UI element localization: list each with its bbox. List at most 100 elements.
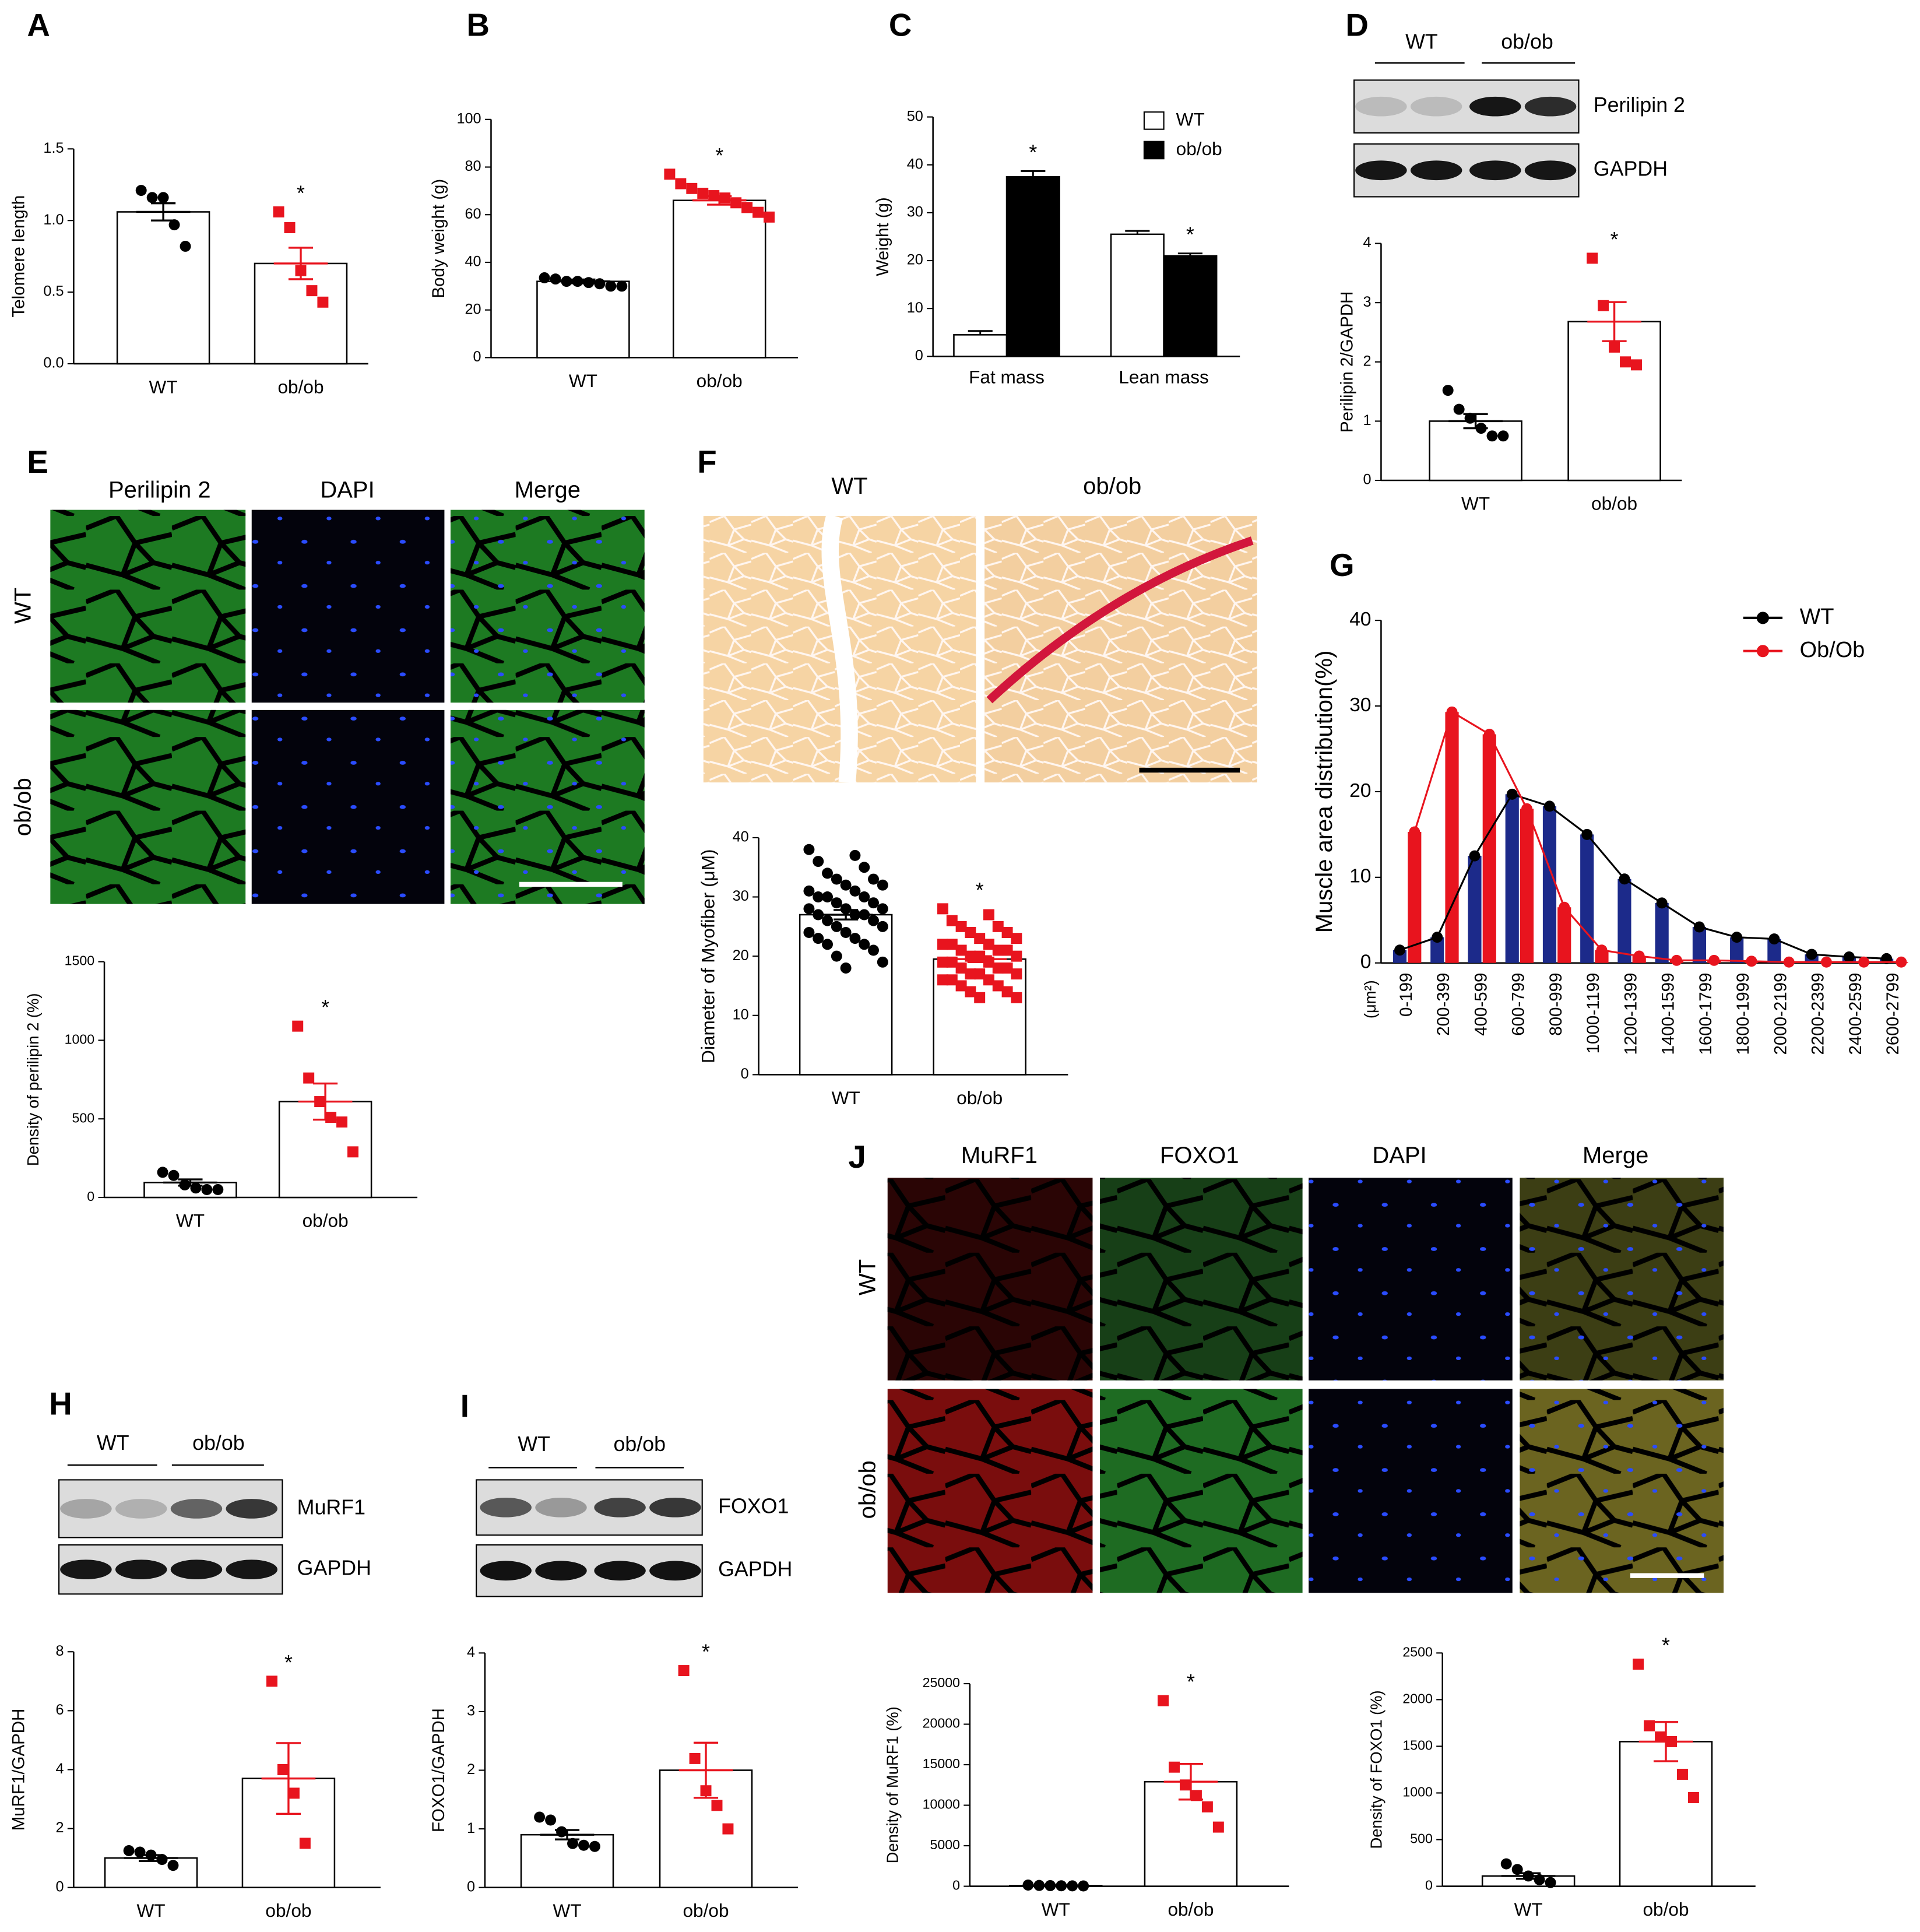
legend-label: WT	[1176, 108, 1205, 129]
data-point	[605, 280, 617, 292]
blot-group-label: ob/ob	[614, 1432, 666, 1456]
x-tick-label: Lean mass	[1119, 367, 1208, 388]
data-point	[992, 962, 1004, 974]
x-tick-label: WT	[1042, 1899, 1070, 1920]
data-point	[859, 891, 870, 903]
image-column-label: FOXO1	[1160, 1143, 1239, 1168]
image-column-label: Perilipin 2	[108, 477, 211, 503]
x-tick-label: 1600-1799	[1696, 973, 1715, 1055]
significance-mark: *	[1610, 228, 1619, 251]
y-axis-label: Perilipin 2/GAPDH	[1337, 291, 1356, 433]
legend-label: Ob/Ob	[1800, 638, 1865, 662]
y-tick-label: 0.5	[43, 283, 64, 300]
panel-letter: B	[466, 6, 490, 43]
bar	[1005, 176, 1060, 357]
error-bar	[136, 202, 191, 222]
error-bar	[1163, 1762, 1218, 1801]
x-tick-label: WT	[137, 1900, 166, 1921]
data-point	[849, 849, 861, 861]
y-tick-label: 1000	[65, 1032, 95, 1047]
line-point	[1708, 954, 1720, 966]
bar	[1557, 907, 1571, 963]
image-column-label: DAPI	[320, 477, 374, 503]
line-point	[1483, 729, 1495, 740]
error-bar	[692, 195, 747, 206]
y-tick-label: 10	[907, 300, 923, 316]
blot-band	[480, 1497, 532, 1518]
data-point	[849, 885, 861, 897]
data-point	[168, 1169, 180, 1181]
histology-gap	[821, 513, 858, 784]
data-point	[813, 891, 824, 903]
line-point	[1596, 944, 1608, 956]
data-point	[1545, 1877, 1556, 1888]
data-point	[937, 974, 948, 986]
y-tick-label: 30	[907, 204, 923, 220]
data-point	[974, 992, 986, 1003]
panel-letter: E	[27, 444, 48, 480]
y-tick-label: 0.0	[43, 355, 64, 371]
line-point	[1446, 706, 1458, 718]
x-tick-label: ob/ob	[1643, 1899, 1689, 1920]
y-tick-label: 0	[952, 1878, 960, 1893]
blot-band	[535, 1561, 587, 1581]
blot-band	[1410, 160, 1462, 181]
data-point	[135, 185, 147, 196]
micrograph-overlay	[450, 709, 645, 904]
bar	[1163, 255, 1218, 357]
data-point	[1001, 944, 1013, 956]
data-point	[1078, 1880, 1089, 1892]
data-point	[306, 285, 318, 297]
data-point	[868, 944, 879, 956]
x-tick-label: WT	[176, 1210, 205, 1231]
bar	[672, 199, 766, 359]
data-point	[822, 891, 834, 903]
blot-band	[649, 1497, 701, 1518]
data-point	[288, 1787, 300, 1799]
data-point	[1633, 1659, 1644, 1670]
data-point	[752, 206, 764, 218]
line-point	[1506, 788, 1518, 800]
panel-letter: I	[460, 1388, 469, 1424]
data-point	[840, 879, 852, 891]
data-point	[965, 968, 976, 980]
bar	[1482, 734, 1496, 963]
line-point	[1633, 950, 1645, 962]
data-point	[711, 1800, 723, 1811]
blot-band	[535, 1497, 587, 1518]
line-point	[1783, 956, 1795, 968]
bar	[1430, 937, 1444, 963]
bar	[520, 1833, 614, 1888]
data-point	[675, 178, 687, 189]
x-tick-label: WT	[553, 1900, 581, 1921]
data-point	[813, 856, 824, 867]
y-tick-label: 1	[1363, 412, 1371, 428]
data-point	[697, 188, 709, 199]
data-point	[992, 921, 1004, 932]
y-tick-label: 80	[465, 158, 481, 174]
micrograph-overlay	[1520, 1389, 1724, 1593]
y-tick-label: 1500	[1402, 1738, 1433, 1753]
y-tick-label: 0	[1363, 472, 1371, 488]
micrograph-texture	[887, 1389, 1093, 1593]
data-point	[983, 939, 994, 950]
x-tick-label: ob/ob	[303, 1210, 349, 1231]
data-point	[983, 909, 994, 921]
x-tick-label: 2000-2199	[1771, 973, 1790, 1055]
y-tick-label: 2	[1363, 353, 1371, 369]
data-point	[937, 903, 948, 915]
data-point	[877, 903, 888, 915]
data-point	[578, 1839, 589, 1851]
blot-band	[594, 1497, 646, 1518]
x-tick-label: 800-999	[1546, 973, 1566, 1036]
data-point	[190, 1182, 202, 1194]
data-point	[157, 192, 169, 203]
data-point	[277, 1764, 289, 1775]
y-axis-label: MuRF1/GAPDH	[9, 1709, 28, 1831]
data-point	[266, 1675, 277, 1687]
data-point	[877, 956, 888, 968]
micrograph-overlay	[1520, 1178, 1724, 1380]
line-point	[1521, 803, 1532, 814]
y-tick-label: 2500	[1402, 1645, 1433, 1660]
x-tick-label: 1000-1199	[1584, 973, 1603, 1054]
